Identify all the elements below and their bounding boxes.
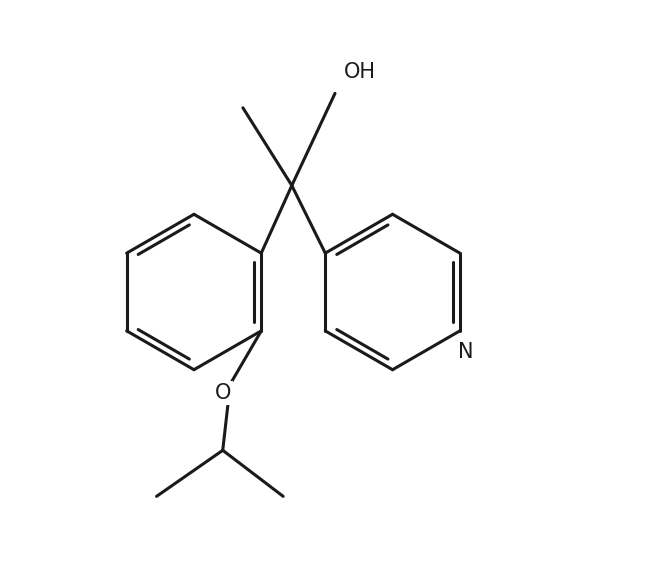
Text: O: O [214, 383, 231, 403]
Text: OH: OH [344, 62, 376, 82]
Text: N: N [458, 342, 474, 362]
